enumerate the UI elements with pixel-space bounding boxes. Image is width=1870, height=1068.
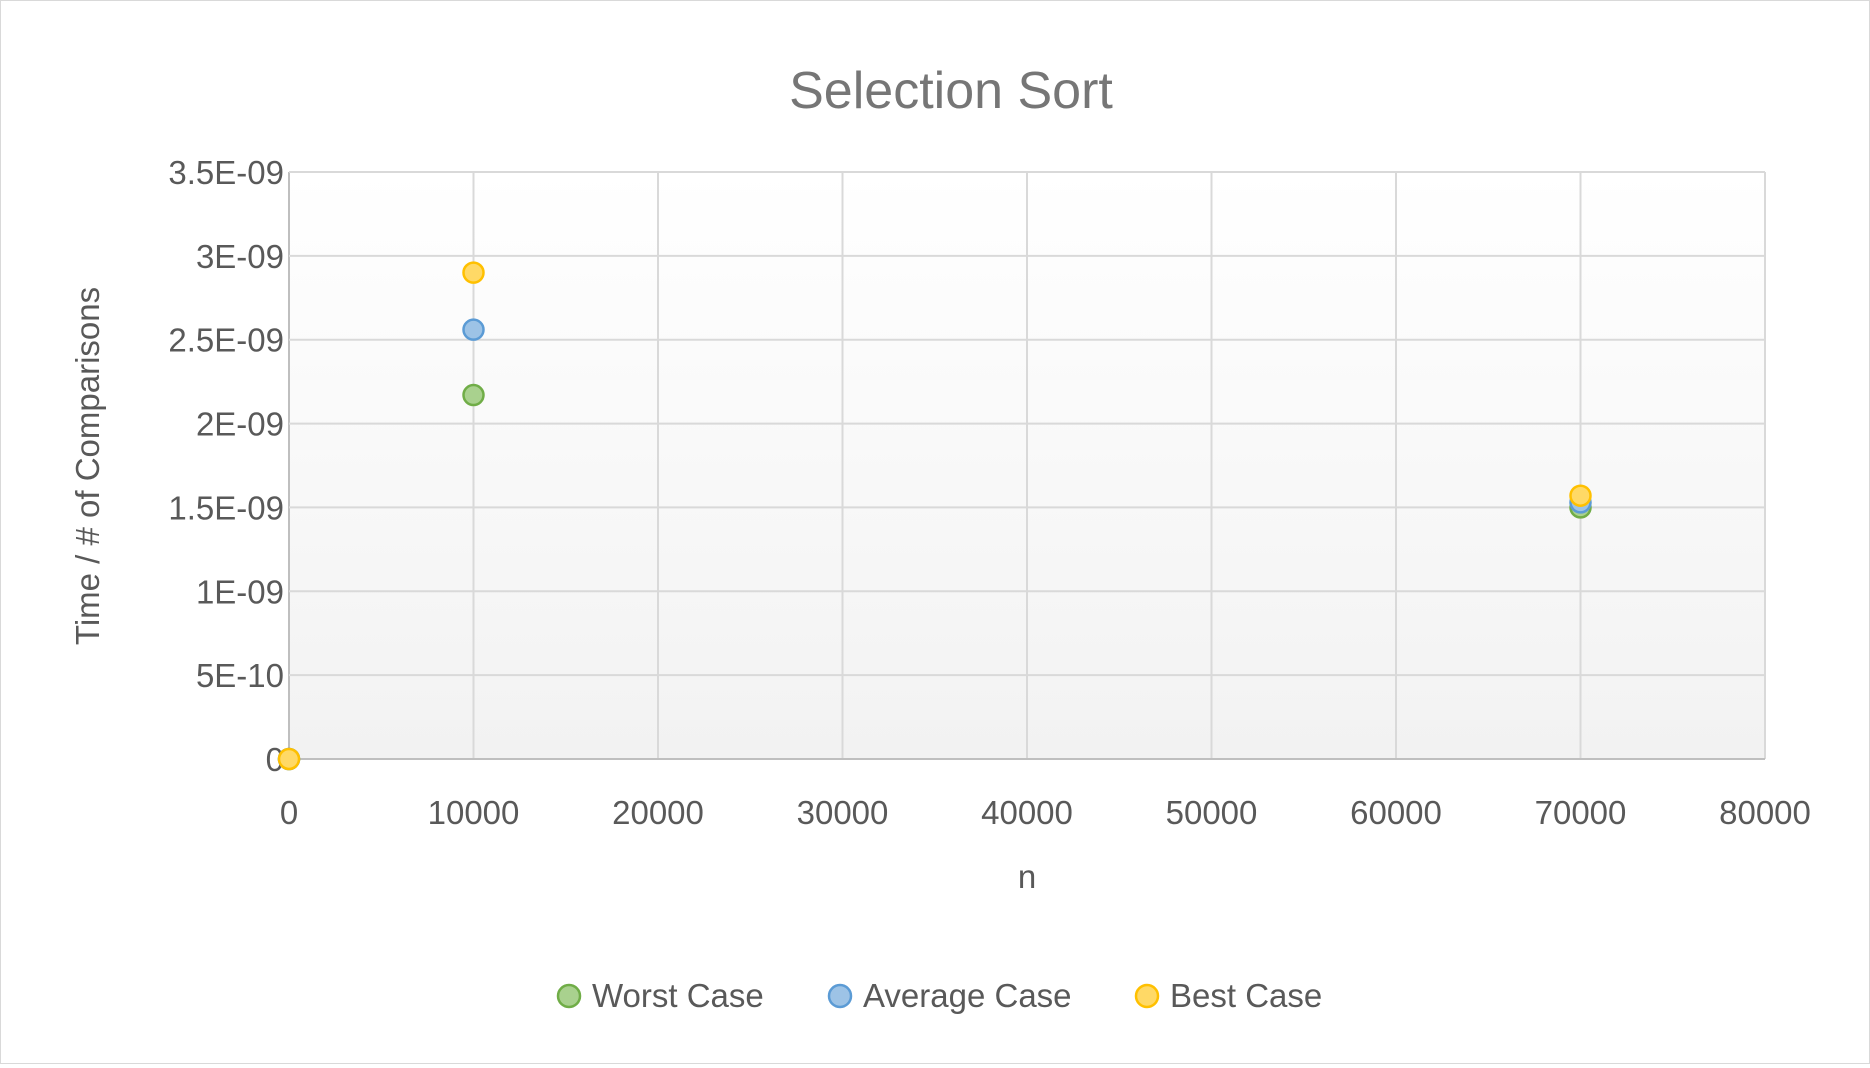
legend-label: Best Case	[1170, 977, 1322, 1014]
x-tick-label: 0	[280, 794, 298, 831]
x-tick-label: 70000	[1535, 794, 1627, 831]
chart-title: Selection Sort	[789, 62, 1113, 120]
data-point	[462, 383, 485, 407]
legend-marker	[1134, 983, 1160, 1009]
legend-entry: Average Case	[827, 977, 1072, 1014]
x-tick-label: 30000	[797, 794, 889, 831]
x-tick-label: 40000	[981, 794, 1073, 831]
y-tick-label: 3.5E-09	[168, 154, 284, 191]
legend-label: Average Case	[863, 977, 1072, 1014]
y-tick-label: 2.5E-09	[168, 322, 284, 359]
y-tick-label: 0	[266, 741, 284, 778]
y-tick-label: 3E-09	[196, 238, 284, 275]
x-tick-label: 20000	[612, 794, 704, 831]
y-tick-label: 1E-09	[196, 573, 284, 610]
legend: Worst Case Average Case Best Case	[556, 977, 1322, 1014]
x-tick-label: 60000	[1350, 794, 1442, 831]
legend-entry: Best Case	[1134, 977, 1322, 1014]
legend-marker	[556, 983, 582, 1009]
legend-label: Worst Case	[592, 977, 764, 1014]
x-tick-label: 80000	[1719, 794, 1811, 831]
y-tick-label: 2E-09	[196, 406, 284, 443]
x-axis-label: n	[1018, 858, 1036, 895]
legend-entry: Worst Case	[556, 977, 764, 1014]
data-point	[277, 747, 301, 771]
x-tick-label: 10000	[428, 794, 520, 831]
legend-marker	[827, 983, 853, 1009]
data-point	[462, 261, 485, 284]
data-point	[462, 318, 485, 341]
y-tick-label: 5E-10	[196, 657, 284, 694]
data-point	[1569, 484, 1592, 507]
x-tick-label: 50000	[1166, 794, 1258, 831]
y-tick-label: 1.5E-09	[168, 489, 284, 526]
y-axis-label: Time / # of Comparisons	[69, 287, 106, 645]
